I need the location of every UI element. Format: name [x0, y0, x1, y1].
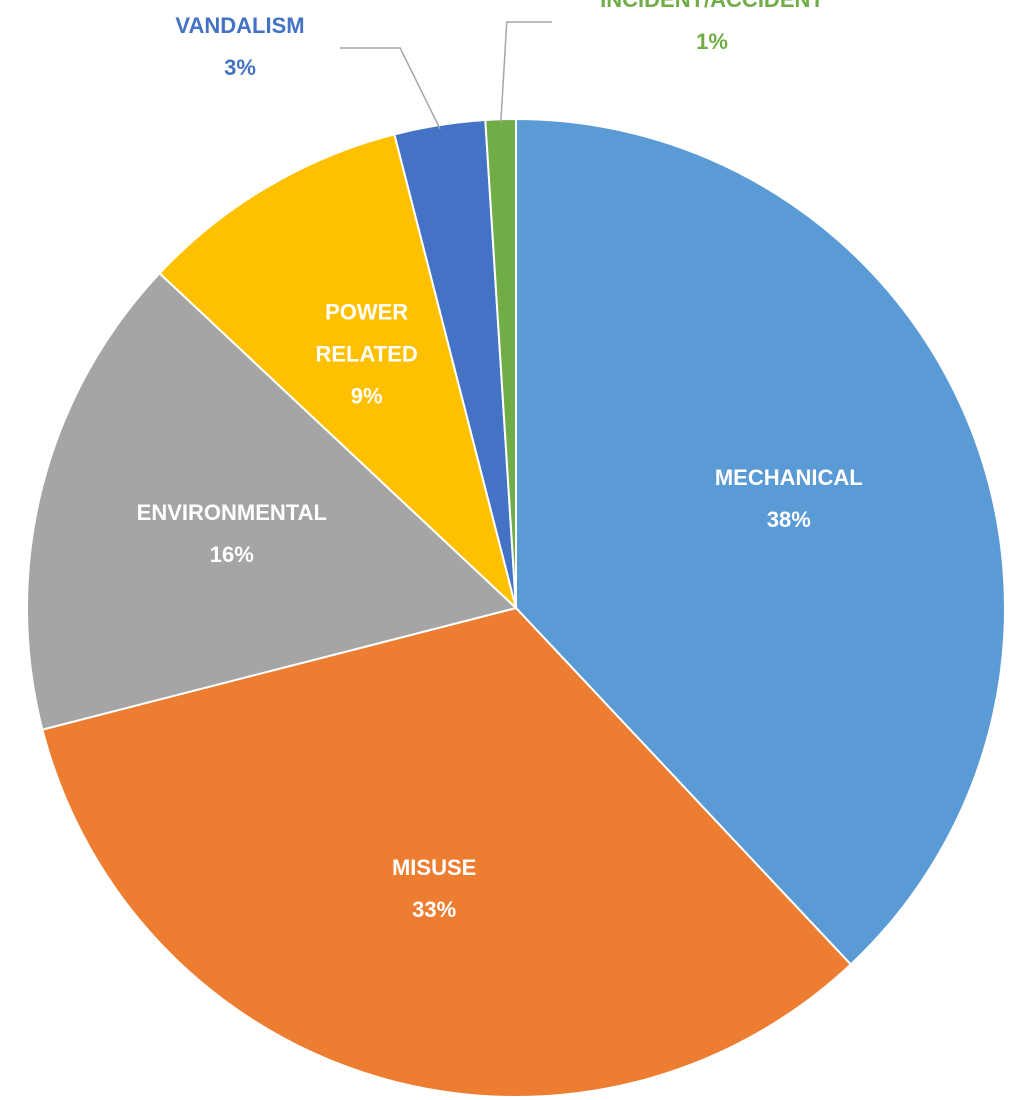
data-label: POWER RELATED 9%: [316, 299, 418, 408]
leader-line: [500, 21, 552, 124]
value-label: 1%: [696, 29, 728, 54]
data-label: INCIDENT/ACCIDENT 1%: [600, 0, 824, 54]
data-label: VANDALISM 3%: [175, 13, 304, 80]
pie-slice: [41, 606, 853, 1098]
value-label: 16%: [210, 542, 254, 567]
value-label: 9%: [351, 383, 383, 408]
category-label: VANDALISM: [175, 13, 304, 38]
value-label: 3%: [224, 55, 256, 80]
pie-slice: [515, 117, 1006, 966]
pie-slice: [158, 133, 518, 612]
category-label: MISUSE: [392, 855, 476, 880]
category-label: INCIDENT/ACCIDENT: [600, 0, 824, 12]
pie-slice: [26, 271, 519, 731]
leader-line: [340, 47, 441, 130]
value-label: 38%: [767, 507, 811, 532]
data-label: MISUSE 33%: [392, 855, 476, 922]
category-label: ENVIRONMENTAL: [137, 500, 327, 525]
category-label: MECHANICAL: [715, 465, 863, 490]
category-label: RELATED: [316, 341, 418, 366]
category-label: POWER: [325, 299, 408, 324]
value-label: 33%: [412, 897, 456, 922]
data-label: MECHANICAL 38%: [715, 465, 863, 532]
data-label: ENVIRONMENTAL 16%: [137, 500, 327, 567]
